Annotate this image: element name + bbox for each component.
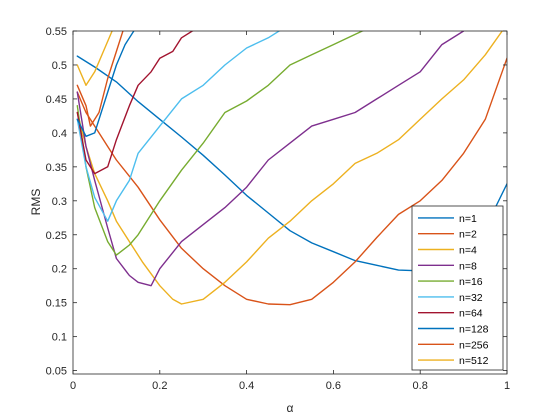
legend-entry-label: n=8 [459, 260, 477, 272]
series-line-n-64 [76, 31, 194, 175]
y-tick-label: 0.2 [52, 264, 67, 276]
series-line-n-512 [76, 31, 113, 86]
x-tick-label: 0.6 [326, 380, 341, 392]
legend-entry-label: n=1 [459, 213, 477, 225]
legend-entry-label: n=512 [459, 355, 489, 367]
y-tick-label: 0.25 [46, 230, 67, 242]
y-tick-label: 0.5 [52, 60, 67, 72]
legend-entry-label: n=4 [459, 245, 477, 257]
series-line-n-128 [76, 31, 135, 137]
y-tick-label: 0.45 [46, 94, 67, 106]
series-line-n-32 [76, 31, 281, 222]
series-line-n-16 [76, 31, 364, 256]
y-tick-label: 0.1 [52, 332, 67, 344]
x-tick-label: 0 [70, 380, 76, 392]
x-tick-label: 0.2 [152, 380, 167, 392]
legend-entry-label: n=32 [459, 292, 483, 304]
series-layer [76, 31, 507, 306]
legend-entry-label: n=128 [459, 324, 489, 336]
axes-layer: 0 0.2 0.4 0.6 0.8 1 0.05 0.1 0.15 0.2 0.25 0.3 0.35 0… [46, 26, 510, 392]
y-tick-label: 0.15 [46, 298, 67, 310]
y-tick-label: 0.55 [46, 26, 67, 38]
y-tick-label: 0.4 [52, 128, 67, 140]
legend-entry-label: n=2 [459, 229, 477, 241]
legend-entry-label: n=256 [459, 339, 489, 351]
legend: n=1 n=2 n=4 n=8 n=16 n=32 n=64 n=128 n=256 n=512 [411, 205, 504, 371]
series-line-n-8 [76, 31, 465, 287]
legend-entry-label: n=16 [459, 276, 483, 288]
legend-entry-label: n=64 [459, 308, 483, 320]
x-axis-label: α [287, 401, 294, 415]
y-tick-label: 0.3 [52, 196, 67, 208]
axes-frame [72, 30, 508, 375]
x-tick-label: 0.4 [239, 380, 254, 392]
legend-box [411, 205, 504, 371]
x-tick-label: 1 [504, 380, 510, 392]
series-line-n-256 [76, 31, 124, 127]
series-line-n-2 [76, 57, 507, 306]
y-axis-label: RMS [29, 189, 43, 216]
y-tick-label: 0.35 [46, 162, 67, 174]
x-tick-label: 0.8 [413, 380, 428, 392]
series-line-n-4 [76, 31, 504, 305]
y-tick-label: 0.05 [46, 366, 67, 378]
